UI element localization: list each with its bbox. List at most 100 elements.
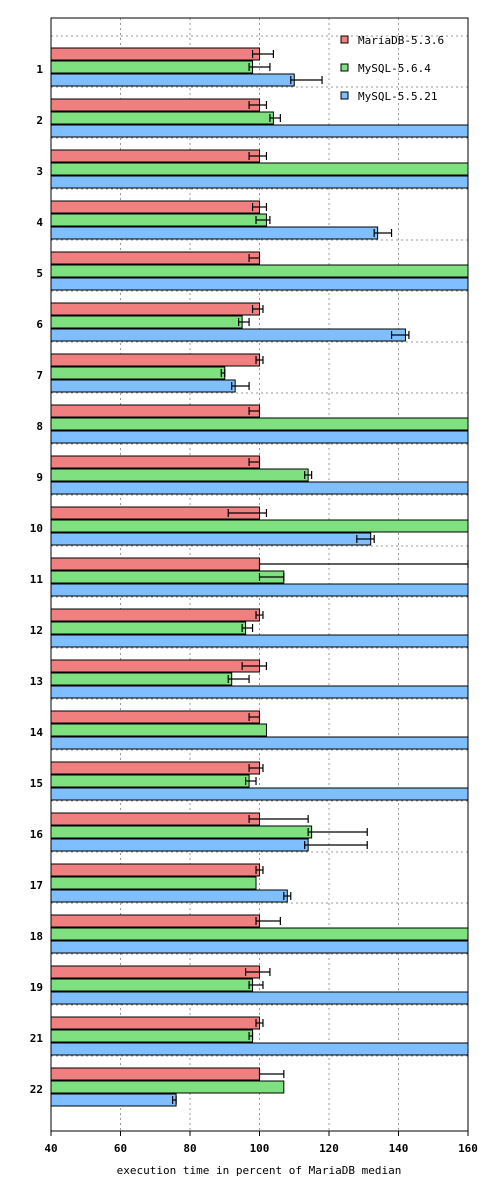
x-tick-label: 40: [44, 1142, 57, 1155]
y-tick-label: 16: [30, 828, 44, 841]
legend-swatch: [340, 91, 349, 100]
bar-mysql-5-5-21: [50, 940, 469, 954]
bar-mysql-5-6-4: [50, 825, 313, 839]
bar-mysql-5-6-4: [50, 570, 285, 584]
legend-swatch: [340, 35, 349, 44]
bar-mysql-5-5-21: [50, 634, 469, 648]
legend-entry: MariaDB-5.3.6: [358, 34, 444, 47]
y-tick-label: 17: [30, 879, 43, 892]
y-tick-label: 9: [36, 471, 43, 484]
bar-mariadb: [50, 761, 260, 775]
bar-mysql-5-6-4: [50, 213, 267, 227]
legend-entry: MySQL-5.6.4: [358, 62, 431, 75]
bar-mysql-5-6-4: [50, 111, 274, 125]
bar-mariadb: [50, 251, 260, 265]
y-tick-label: 6: [36, 318, 43, 331]
legend: MariaDB-5.3.6 MySQL-5.6.4 MySQL-5.5.21: [340, 34, 444, 103]
bar-mysql-5-5-21: [50, 991, 469, 1005]
bar-mariadb: [50, 608, 260, 622]
y-tick-label: 5: [36, 267, 43, 280]
bar-mariadb: [50, 710, 260, 724]
y-tick-label: 21: [30, 1032, 44, 1045]
bar-layer: [50, 47, 469, 1107]
x-tick-label: 60: [114, 1142, 127, 1155]
legend-swatch: [340, 63, 349, 72]
bar-mysql-5-6-4: [50, 927, 469, 941]
y-tick-label: 7: [36, 369, 43, 382]
bar-mariadb: [50, 353, 260, 367]
y-tick-label: 10: [30, 522, 43, 535]
bar-mysql-5-5-21: [50, 379, 236, 393]
y-tick-label: 11: [30, 573, 44, 586]
bar-mysql-5-5-21: [50, 889, 288, 903]
bar-mysql-5-6-4: [50, 1080, 285, 1094]
bar-mysql-5-5-21: [50, 73, 295, 87]
bar-mariadb: [50, 200, 260, 214]
bar-mysql-5-6-4: [50, 315, 243, 329]
bar-mariadb: [50, 812, 260, 826]
y-tick-label: 3: [36, 165, 43, 178]
bar-mysql-5-6-4: [50, 672, 233, 686]
bar-mysql-5-6-4: [50, 978, 254, 992]
bar-mysql-5-5-21: [50, 685, 469, 699]
bar-mysql-5-5-21: [50, 175, 469, 189]
bar-mariadb: [50, 149, 260, 163]
bar-mysql-5-6-4: [50, 723, 267, 737]
bar-mysql-5-5-21: [50, 583, 469, 597]
bar-mysql-5-5-21: [50, 532, 372, 546]
bar-mariadb: [50, 863, 260, 877]
bar-mysql-5-6-4: [50, 417, 469, 431]
x-tick-label: 140: [389, 1142, 409, 1155]
bar-mariadb: [50, 98, 260, 112]
bar-mysql-5-6-4: [50, 774, 250, 788]
y-tick-label: 14: [30, 726, 44, 739]
bar-mysql-5-5-21: [50, 736, 469, 750]
y-tick-label: 13: [30, 675, 43, 688]
y-tick-label: 12: [30, 624, 43, 637]
bar-mysql-5-6-4: [50, 621, 247, 635]
bar-mariadb: [50, 404, 260, 418]
bar-mysql-5-5-21: [50, 481, 469, 495]
bar-mariadb: [50, 557, 260, 571]
x-axis-label: execution time in percent of MariaDB med…: [117, 1164, 402, 1177]
bar-mysql-5-6-4: [50, 1029, 254, 1043]
bar-mysql-5-5-21: [50, 430, 469, 444]
bar-mysql-5-5-21: [50, 787, 469, 801]
bar-mysql-5-5-21: [50, 1042, 469, 1056]
x-tick-label: 100: [250, 1142, 270, 1155]
y-tick-label: 22: [30, 1083, 43, 1096]
bar-mysql-5-6-4: [50, 366, 226, 380]
legend-entry: MySQL-5.5.21: [358, 90, 437, 103]
bar-mariadb: [50, 1067, 260, 1081]
y-tick-label: 4: [36, 216, 43, 229]
bar-mysql-5-5-21: [50, 1093, 177, 1107]
y-tick-label: 1: [36, 63, 43, 76]
bar-mariadb: [50, 914, 260, 928]
bar-mysql-5-6-4: [50, 60, 254, 74]
bar-mysql-5-5-21: [50, 226, 379, 240]
bar-mysql-5-6-4: [50, 468, 309, 482]
bar-mariadb: [50, 659, 260, 673]
x-tick-label: 120: [319, 1142, 339, 1155]
x-tick-label: 80: [183, 1142, 196, 1155]
bar-mysql-5-6-4: [50, 264, 469, 278]
bar-mariadb: [50, 1016, 260, 1030]
y-tick-label: 2: [36, 114, 43, 127]
bar-mariadb: [50, 302, 260, 316]
bar-mysql-5-6-4: [50, 876, 257, 890]
bar-mysql-5-5-21: [50, 838, 309, 852]
y-tick-label: 19: [30, 981, 43, 994]
y-tick-label: 18: [30, 930, 43, 943]
bar-mysql-5-6-4: [50, 519, 469, 533]
bar-mysql-5-5-21: [50, 328, 406, 342]
y-tick-label: 15: [30, 777, 43, 790]
bar-mysql-5-5-21: [50, 124, 469, 138]
x-tick-label: 160: [458, 1142, 478, 1155]
bar-mariadb: [50, 47, 260, 61]
bar-mysql-5-6-4: [50, 162, 469, 176]
bar-mysql-5-5-21: [50, 277, 469, 291]
bar-mariadb: [50, 455, 260, 469]
y-tick-label: 8: [36, 420, 43, 433]
